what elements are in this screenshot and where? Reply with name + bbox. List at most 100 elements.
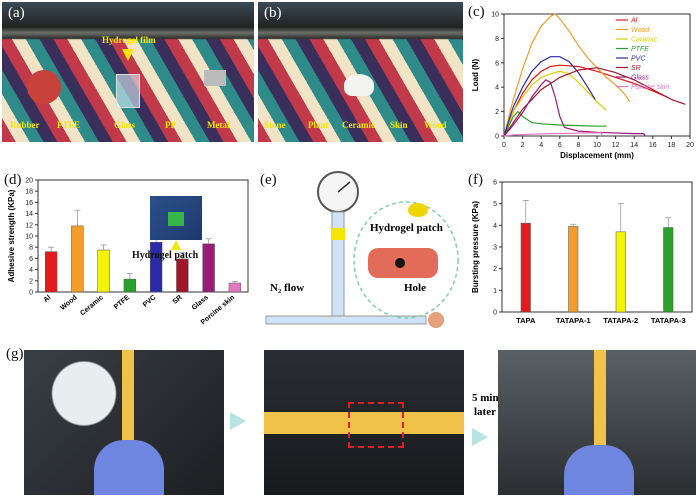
x-tick-label: 0	[502, 142, 506, 149]
y-tick-label: 2	[495, 109, 499, 116]
plot-frame	[37, 179, 249, 293]
photo-panel-g: (g) 5 min later	[2, 342, 698, 497]
setup-schematic	[265, 171, 459, 328]
hydrogel-patch-icon	[408, 203, 428, 217]
bar	[97, 249, 110, 293]
y-tick-label: 14	[25, 211, 33, 218]
yellow-wrap	[331, 228, 345, 240]
series-line	[503, 64, 668, 137]
material-label-ptfe: PTFE	[57, 120, 81, 130]
bar	[615, 231, 626, 313]
y-tick-label: 1	[493, 288, 497, 295]
patched-tube-end	[428, 312, 444, 328]
y-tick-label: 4	[29, 267, 33, 274]
y-tick-label: 4	[493, 223, 497, 230]
x-tick-label: 12	[612, 142, 620, 149]
category-label: Ceramic	[79, 294, 105, 317]
y-tick-label: 8	[29, 245, 33, 252]
legend-entry: SR	[631, 65, 641, 72]
y-axis-label: Load (N)	[471, 58, 480, 91]
photo-panel-b: (b) Stone Plant Ceramic Skin Wood	[258, 2, 463, 142]
green-patch-shape	[168, 212, 184, 226]
gloved-hand	[564, 445, 634, 495]
y-tick-label: 16	[25, 200, 33, 207]
legend-entry: PTFE	[631, 46, 649, 53]
category-label: TATAPA-2	[603, 316, 638, 325]
y-tick-label: 18	[25, 189, 33, 196]
arrow-down-icon	[122, 49, 134, 61]
metal-object	[204, 70, 226, 86]
panel-label-e: (e)	[260, 172, 277, 188]
bar	[520, 222, 531, 313]
y-tick-label: 2	[29, 278, 33, 285]
material-label-plant: Plant	[308, 120, 329, 130]
material-label-wood: Wood	[424, 120, 447, 130]
plot-frame	[503, 13, 691, 137]
panel-label-d: (d)	[4, 172, 22, 188]
category-label: TAPA	[516, 316, 536, 325]
arrow-up-icon	[171, 240, 181, 250]
ceramic-object	[344, 74, 374, 96]
chart-panel-c: (c) 0 2 4 6 8 10 12 14 16 18 20 0 2 4 6 8 10 Displacement…	[466, 2, 698, 168]
category-label: Wood	[59, 294, 78, 312]
bar	[568, 226, 579, 313]
y-tick-label: 2	[493, 266, 497, 273]
time-note-line1: 5 min	[472, 392, 499, 404]
y-tick-label: 12	[25, 222, 33, 229]
panel-label-f: (f)	[468, 172, 483, 188]
y-tick-label: 3	[493, 245, 497, 252]
photo-g-after	[498, 350, 696, 495]
material-label-metal: Metal	[207, 120, 230, 130]
hydrogel-film-caption: Hydrogel film	[102, 35, 156, 45]
bar	[71, 225, 84, 293]
glass-object	[116, 74, 140, 108]
horizontal-tube	[265, 315, 427, 325]
hydrogel-patch-caption: Hydrogel patch	[132, 250, 199, 261]
category-label: Al	[43, 294, 53, 304]
bar	[176, 258, 189, 293]
bursting-pressure-chart: 0 1 2 3 4 5 6 Bursting pressure (KPa) TAPA TATAPA…	[471, 180, 693, 325]
gauge-needle	[337, 181, 351, 193]
panel-label-g: (g)	[6, 346, 24, 362]
legend-entry: Glass	[631, 75, 649, 82]
series-line	[503, 13, 631, 137]
x-tick-label: 10	[593, 142, 601, 149]
legend-entry: Al	[630, 18, 638, 25]
bar	[202, 243, 215, 293]
chart-panel-f: (f) 0 1 2 3 4 5 6 Bursting pressure (KPa) TAPA TA…	[466, 170, 698, 340]
load-displacement-chart: 0 2 4 6 8 10 12 14 16 18 20 0 2 4 6 8 10 Displacement (mm…	[471, 12, 694, 161]
bar	[123, 278, 137, 293]
legend-entry: Ceramic	[631, 37, 658, 44]
category-label: PVC	[142, 294, 158, 309]
y-tick-label: 0	[29, 290, 33, 297]
series-line	[503, 56, 596, 137]
panel-label-a: (a)	[8, 5, 25, 21]
n2-flow-label: N₂ flow	[270, 282, 305, 294]
y-tick-label: 0	[495, 134, 499, 141]
material-label-pp: PP	[165, 120, 176, 130]
material-label-skin: Skin	[390, 120, 408, 130]
time-note-line2: later	[474, 406, 496, 418]
hydrogel-patch-inset	[150, 196, 202, 240]
legend-entry: Porcine skin	[631, 84, 669, 91]
y-tick-label: 6	[493, 180, 497, 187]
y-tick-label: 8	[495, 36, 499, 43]
category-label: TATAPA-1	[556, 316, 591, 325]
category-label: Glass	[191, 294, 210, 312]
material-label-stone: Stone	[264, 120, 286, 130]
chart-panel-d: (d) 0 2 4 6 8 10 12 14 16 18 20 Adhesive strength (…	[2, 170, 254, 340]
y-tick-label: 20	[25, 178, 33, 185]
x-tick-label: 4	[539, 142, 543, 149]
x-tick-label: 14	[630, 142, 638, 149]
category-label: PTFE	[113, 294, 131, 311]
series-line	[503, 79, 646, 137]
hole-label: Hole	[404, 282, 426, 294]
legend-entry: PVC	[631, 56, 646, 63]
y-axis-label: Bursting pressure (KPa)	[471, 201, 480, 293]
series-line	[503, 67, 686, 137]
y-tick-label: 10	[25, 234, 33, 241]
x-tick-label: 2	[521, 142, 525, 149]
photo-panel-a: (a) Hydrogel film Rubber PTFE Glass PP M…	[2, 2, 254, 142]
y-tick-label: 6	[29, 256, 33, 263]
x-tick-label: 20	[686, 142, 694, 149]
